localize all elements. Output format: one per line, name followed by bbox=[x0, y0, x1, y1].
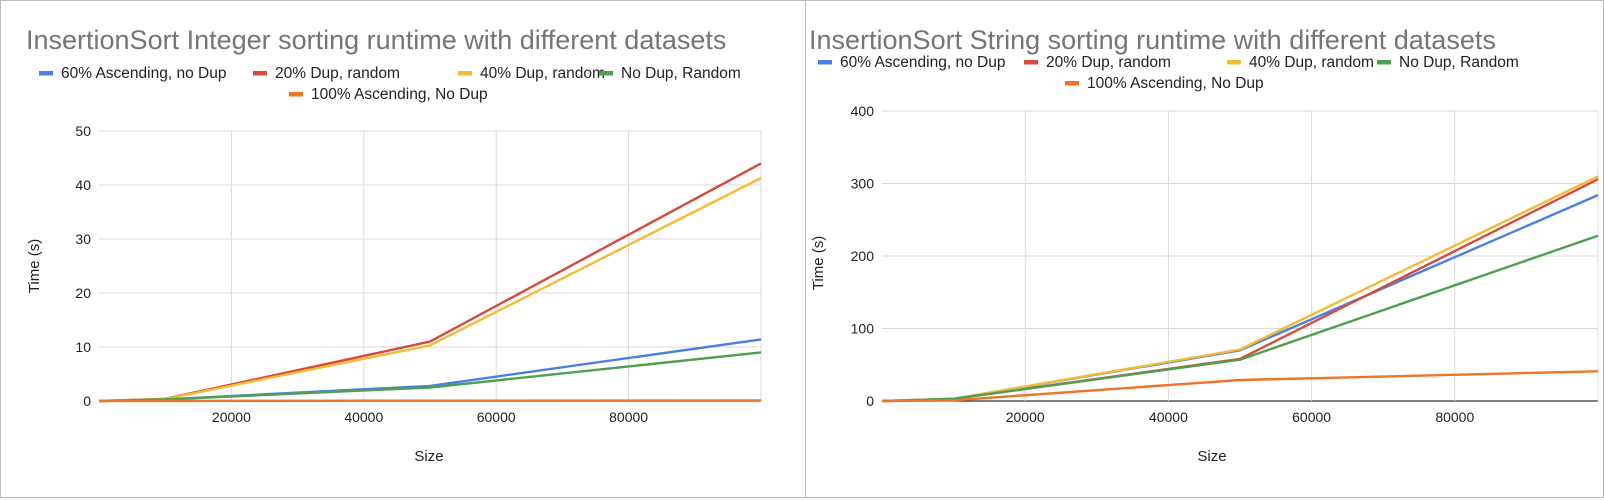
legend-item-4: No Dup, Random bbox=[599, 65, 741, 82]
legend-swatch bbox=[253, 71, 267, 76]
legend-swatch bbox=[599, 71, 613, 76]
y-tick-label: 0 bbox=[83, 393, 91, 409]
chart-title: InsertionSort String sorting runtime wit… bbox=[809, 25, 1496, 55]
legend-swatch bbox=[1377, 60, 1391, 65]
legend-swatch bbox=[1065, 81, 1079, 86]
legend-item-3: 40% Dup, random bbox=[458, 65, 605, 82]
x-tick-label: 40000 bbox=[344, 409, 383, 425]
series-line-5 bbox=[98, 399, 762, 403]
y-tick-label: 400 bbox=[851, 103, 875, 119]
series-line-2 bbox=[881, 178, 1599, 403]
legend-swatch bbox=[458, 71, 472, 76]
series-line-2 bbox=[98, 162, 762, 403]
legend-swatch bbox=[1227, 60, 1241, 65]
legend-label: 40% Dup, random bbox=[480, 65, 605, 82]
legend-label: No Dup, Random bbox=[1399, 54, 1519, 71]
legend-label: 20% Dup, random bbox=[275, 65, 400, 82]
chart-title: InsertionSort Integer sorting runtime wi… bbox=[26, 25, 726, 55]
legend-label: 100% Ascending, No Dup bbox=[311, 86, 488, 103]
x-tick-label: 20000 bbox=[212, 409, 251, 425]
legend-item-2: 20% Dup, random bbox=[1024, 54, 1171, 71]
legend-label: 60% Ascending, no Dup bbox=[61, 65, 226, 82]
legend-label: 20% Dup, random bbox=[1046, 54, 1171, 71]
y-tick-label: 50 bbox=[75, 123, 91, 139]
legend-swatch bbox=[1024, 60, 1038, 65]
y-tick-label: 40 bbox=[75, 177, 91, 193]
series-line-4 bbox=[98, 351, 762, 403]
chart-panel-string: InsertionSort String sorting runtime wit… bbox=[805, 0, 1604, 498]
legend-item-4: No Dup, Random bbox=[1377, 54, 1519, 71]
series-line-3 bbox=[881, 175, 1599, 403]
x-axis-label: Size bbox=[414, 448, 443, 465]
y-tick-label: 300 bbox=[851, 176, 875, 192]
chart-panel-integer: InsertionSort Integer sorting runtime wi… bbox=[0, 0, 806, 498]
series-line-1 bbox=[881, 193, 1599, 403]
x-tick-label: 60000 bbox=[477, 409, 516, 425]
series-line-3 bbox=[98, 176, 762, 403]
legend-swatch bbox=[818, 60, 832, 65]
y-tick-label: 30 bbox=[75, 231, 91, 247]
series-line-5 bbox=[881, 370, 1599, 403]
legend-item-1: 60% Ascending, no Dup bbox=[818, 54, 1005, 71]
gridlines bbox=[882, 110, 1599, 402]
legend-label: 60% Ascending, no Dup bbox=[840, 54, 1005, 71]
y-tick-label: 10 bbox=[75, 339, 91, 355]
y-tick-label: 20 bbox=[75, 285, 91, 301]
x-tick-label: 60000 bbox=[1292, 409, 1331, 425]
legend-item-5: 100% Ascending, No Dup bbox=[289, 86, 488, 103]
legend-label: 40% Dup, random bbox=[1249, 54, 1374, 71]
y-axis-label: Time (s) bbox=[26, 239, 43, 293]
legend-item-1: 60% Ascending, no Dup bbox=[39, 65, 226, 82]
x-tick-label: 20000 bbox=[1006, 409, 1045, 425]
y-tick-label: 100 bbox=[851, 321, 875, 337]
x-tick-label: 80000 bbox=[609, 409, 648, 425]
legend-item-5: 100% Ascending, No Dup bbox=[1065, 75, 1264, 92]
legend-item-3: 40% Dup, random bbox=[1227, 54, 1374, 71]
x-tick-label: 40000 bbox=[1149, 409, 1188, 425]
y-axis-label: Time (s) bbox=[810, 236, 827, 290]
legend-item-2: 20% Dup, random bbox=[253, 65, 400, 82]
legend-swatch bbox=[39, 71, 53, 76]
y-tick-label: 0 bbox=[866, 393, 874, 409]
gridlines bbox=[99, 130, 762, 402]
y-tick-label: 200 bbox=[851, 248, 875, 264]
legend-label: No Dup, Random bbox=[621, 65, 741, 82]
x-tick-label: 80000 bbox=[1435, 409, 1474, 425]
x-axis-label: Size bbox=[1197, 448, 1226, 465]
legend-swatch bbox=[289, 92, 303, 97]
chart-string-svg: InsertionSort String sorting runtime wit… bbox=[809, 25, 1599, 465]
chart-integer-svg: InsertionSort Integer sorting runtime wi… bbox=[26, 25, 762, 465]
legend-label: 100% Ascending, No Dup bbox=[1087, 75, 1264, 92]
series-line-4 bbox=[881, 234, 1599, 403]
